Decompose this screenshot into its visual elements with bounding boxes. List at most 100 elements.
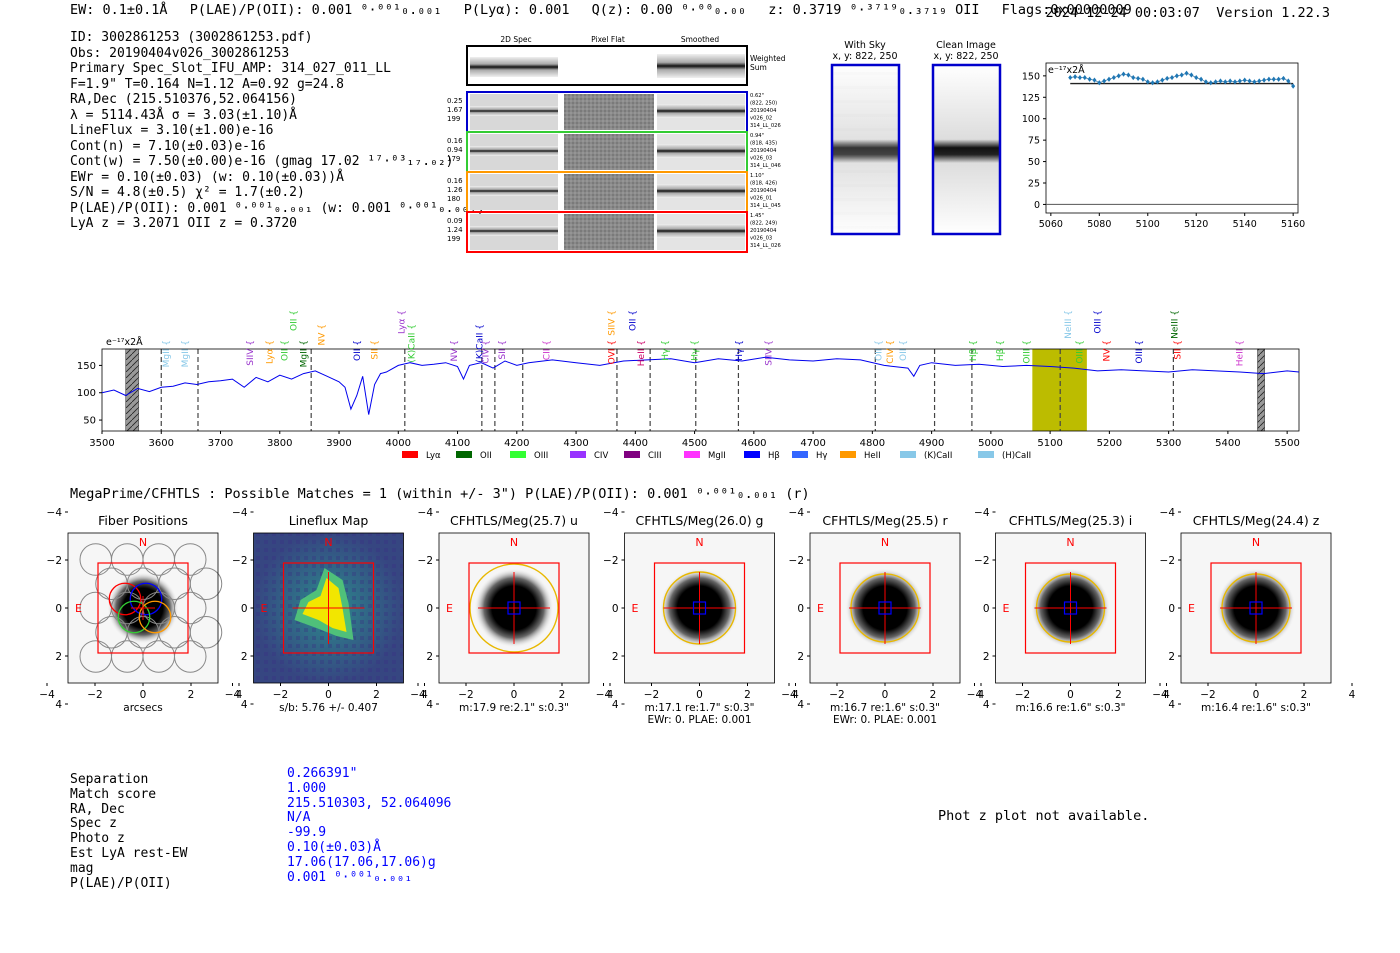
emission-line-label: Hβ { [969, 340, 979, 361]
match-label: Separation [70, 772, 149, 787]
cutout-meta: 20190404 [750, 148, 777, 154]
x-tick-label: −4 [1152, 689, 1168, 701]
panel-caption: m:16.6 re:1.6" s:0.3" [1016, 702, 1126, 714]
legend-label: HeII [864, 451, 881, 461]
cutout-pixelflat [564, 174, 654, 210]
x-tick-label: −4 [225, 689, 241, 701]
y-tick-label: 125 [1022, 93, 1040, 104]
match-value: 17.06(17.06,17.06)g [287, 854, 436, 870]
cutout-trace [657, 144, 745, 158]
x-tick-label: −2 [273, 689, 288, 701]
header-line: EW: 0.1±0.1Å P(LAE)/P(OII): 0.001 ⁰·⁰⁰¹₀… [70, 2, 1146, 18]
x-tick-label: 4100 [445, 438, 470, 449]
y-tick-label: −4 [603, 508, 619, 519]
data-point [1242, 77, 1247, 83]
x-tick-label: 4 [236, 689, 243, 701]
legend-label: MgII [708, 451, 726, 461]
north-label: N [1252, 536, 1260, 549]
info-line: EWr = 0.10(±0.03) (w: 0.10(±0.03))Å [70, 169, 344, 185]
emission-line-label: OIII { [1135, 340, 1145, 364]
legend-label: OIII [534, 451, 548, 461]
y-tick-label: 0 [1168, 603, 1175, 615]
data-point [1281, 75, 1286, 82]
with-sky-coords: x, y: 822, 250 [832, 51, 897, 62]
panel-caption: m:17.1 re:1.7" s:0.3" [645, 702, 755, 714]
y-tick-label: 2 [983, 651, 990, 663]
cutout-meta: v026_03 [750, 236, 772, 242]
x-tick-label: 0 [1253, 689, 1260, 701]
selected-fiber [129, 582, 163, 616]
y-tick-label: 2 [241, 651, 248, 663]
east-label: E [1188, 602, 1195, 615]
search-box [653, 562, 746, 654]
masked-region [1257, 348, 1265, 432]
emission-line-label: MgII { [181, 340, 191, 367]
cutout-header-2dspec: 2D Spec [500, 35, 531, 44]
y-tick-label: 2 [1168, 651, 1175, 663]
header-flags: Flags:0x00000009 [1001, 2, 1132, 18]
cutout-meta: 0.94" [750, 133, 764, 139]
emission-line-label: Hγ { [661, 340, 671, 361]
cutout-trace [657, 184, 745, 198]
x-tick-label: 5120 [1184, 219, 1208, 230]
x-tick-label: 4 [1163, 689, 1170, 701]
legend-label: OII [480, 451, 492, 461]
data-point [1073, 74, 1078, 80]
y-tick-label: −4 [418, 508, 434, 519]
imaging-panel: CFHTLS/Meg(25.5) rNE4−42−200−22−44m:16.7… [781, 508, 984, 723]
fiber-outline [79, 543, 112, 576]
cutout-meta: (822, 250) [750, 101, 777, 107]
x-tick-label: 2 [930, 689, 937, 701]
match-labels: Separation Match score RA, Dec Spec z Ph… [70, 772, 187, 891]
data-point [1252, 79, 1257, 85]
data-point [1257, 78, 1262, 84]
emission-line-label: OII { [353, 340, 363, 361]
legend-label: (K)CaII [924, 451, 952, 461]
match-value: 0.001 ⁰·⁰⁰¹₀.₀₀₁ [287, 869, 413, 885]
data-point [1194, 74, 1199, 81]
x-tick-label: 5080 [1087, 219, 1111, 230]
x-tick-label: 0 [882, 689, 889, 701]
y-tick-label: 0 [983, 603, 990, 615]
x-tick-label: −4 [596, 689, 612, 701]
emission-line-label: NeIII { [1171, 310, 1181, 339]
match-label: mag [70, 860, 94, 876]
y-tick-label: −4 [974, 508, 990, 519]
emission-line-label: CIV { [886, 340, 896, 364]
weighted-label: Sum [750, 63, 767, 72]
clean-image-title: Clean Image [936, 40, 996, 51]
info-line: Obs: 20190404v026_3002861253 [70, 45, 290, 61]
info-line: LineFlux = 3.10(±1.00)e-16 [70, 123, 274, 138]
emission-line-label: Lyα { [266, 340, 276, 364]
data-point [1077, 74, 1082, 81]
match-value: -99.9 [287, 825, 327, 841]
data-point [1092, 77, 1097, 83]
emission-line-label: SIIV { [765, 340, 775, 366]
y-tick-label: 0 [426, 603, 433, 615]
data-point [1068, 74, 1073, 81]
cutout-header-smoothed: Smoothed [681, 35, 720, 44]
y-tick-label: 100 [1022, 114, 1040, 125]
cutout-stat: 199 [447, 235, 460, 243]
y-tick-label: 0 [612, 603, 619, 615]
data-point [1247, 78, 1252, 84]
cutout-stat: 199 [447, 115, 460, 123]
x-tick-label: 3700 [208, 438, 233, 449]
x-tick-label: 5000 [978, 438, 1003, 449]
y-tick-label: −2 [603, 555, 618, 567]
cutout-meta: (818, 435) [750, 141, 777, 147]
emission-line-label: NeIII { [1064, 310, 1074, 339]
source-box [1063, 601, 1078, 615]
data-point [1111, 74, 1116, 81]
emission-line-label: HeII { [637, 340, 647, 366]
data-point [1237, 78, 1242, 84]
match-label: Match score [70, 786, 157, 802]
cutout-stat: 0.16 [447, 137, 463, 145]
emission-line-label: OIII { [1094, 310, 1104, 334]
data-point [1218, 78, 1223, 84]
sky-images: With Sky x, y: 822, 250 Clean Image x, y… [830, 40, 1002, 236]
data-point [1233, 79, 1237, 85]
legend-swatch [744, 451, 760, 458]
x-tick-label: 0 [511, 689, 518, 701]
